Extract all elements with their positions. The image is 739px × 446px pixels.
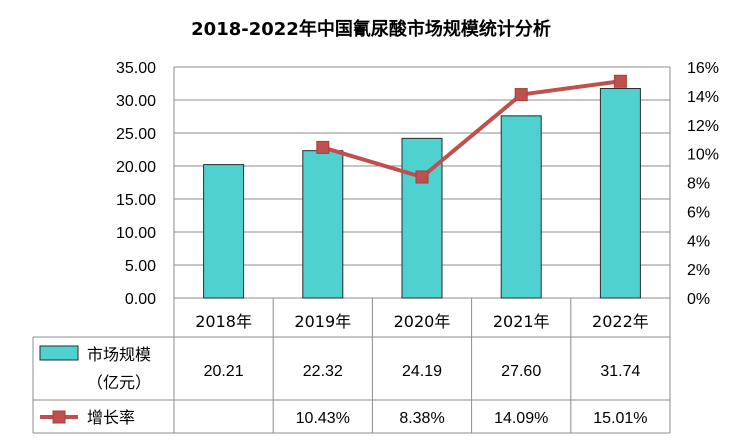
bar-value-cell: 31.74 <box>600 363 640 380</box>
left-axis-ticks: 0.00 5.00 10.00 15.00 20.00 25.00 30.00 35.00 <box>116 60 156 308</box>
axes <box>173 67 671 298</box>
category-label: 2019年 <box>294 312 351 331</box>
left-tick-label: 35.00 <box>116 60 156 77</box>
legend-line-marker <box>52 410 66 424</box>
growth-value-cell: 10.43% <box>296 410 350 427</box>
right-tick-label: 0% <box>687 291 710 308</box>
growth-marker <box>415 170 429 184</box>
growth-marker <box>316 140 330 154</box>
left-tick-label: 25.00 <box>116 126 156 143</box>
category-label: 2021年 <box>493 312 550 331</box>
legend-line-label: 增长率 <box>87 408 135 427</box>
chart-title: 2018-2022年中国氰尿酸市场规模统计分析 <box>191 18 551 40</box>
right-tick-label: 8% <box>687 176 710 193</box>
bar-2018年 <box>203 164 245 299</box>
bar-value-cell: 27.60 <box>501 363 541 380</box>
right-tick-label: 10% <box>687 147 719 164</box>
left-tick-label: 20.00 <box>116 159 156 176</box>
bar-2020年 <box>401 137 443 299</box>
growth-value-cell: 8.38% <box>399 410 444 427</box>
right-tick-label: 2% <box>687 262 710 279</box>
bar-value-cell: 24.19 <box>402 363 442 380</box>
bar-series <box>203 88 641 299</box>
growth-value-cell: 15.01% <box>593 410 647 427</box>
right-axis-ticks: 0% 2% 4% 6% 8% 10% 12% 14% 16% <box>687 60 719 308</box>
left-tick-label: 5.00 <box>125 258 156 275</box>
growth-marker <box>514 88 528 102</box>
growth-line <box>322 79 621 180</box>
growth-value-cell: 14.09% <box>494 410 548 427</box>
right-tick-label: 12% <box>687 118 719 135</box>
growth-line-series <box>316 74 627 184</box>
legend-bar-label: 市场规模 <box>87 345 151 364</box>
legend-bar-unit: （亿元） <box>87 373 151 392</box>
bar-2022年 <box>599 88 641 299</box>
right-tick-label: 14% <box>687 89 719 106</box>
growth-marker <box>613 74 627 88</box>
category-label: 2020年 <box>394 312 451 331</box>
left-tick-label: 0.00 <box>125 291 156 308</box>
right-tick-label: 6% <box>687 204 710 221</box>
category-label: 2018年 <box>195 312 252 331</box>
right-tick-label: 16% <box>687 60 719 77</box>
left-tick-label: 15.00 <box>116 192 156 209</box>
bar-2019年 <box>302 150 344 299</box>
bar-2021年 <box>500 115 542 299</box>
category-label: 2022年 <box>592 312 649 331</box>
left-tick-label: 10.00 <box>116 225 156 242</box>
bar-value-cell: 20.21 <box>204 363 244 380</box>
right-tick-label: 4% <box>687 233 710 250</box>
legend-bar-swatch <box>39 345 79 361</box>
left-tick-label: 30.00 <box>116 93 156 110</box>
bar-value-cell: 22.32 <box>303 363 343 380</box>
